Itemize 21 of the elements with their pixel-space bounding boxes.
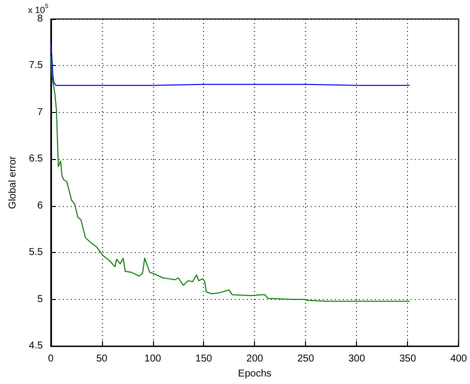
- x-tick-label: 100: [144, 354, 162, 365]
- y-axis-title: Global error: [8, 155, 18, 209]
- x-axis-title: Epochs: [238, 368, 272, 380]
- y-tick-label: 7: [37, 106, 44, 118]
- y-tick-label: 6.5: [28, 154, 44, 165]
- x-tick-label: 350: [399, 354, 416, 365]
- y-tick-label: 8: [37, 14, 44, 24]
- x-tick-label: 150: [195, 354, 213, 365]
- x-tick-label: 400: [450, 354, 468, 365]
- line-series: [50, 56, 410, 302]
- x-tick-label: 200: [246, 354, 264, 365]
- y-tick-label: 6: [37, 200, 44, 212]
- y-tick-label: 5.5: [28, 247, 44, 258]
- x-tick-label: 250: [297, 354, 314, 365]
- x-tick-label: 50: [96, 354, 108, 365]
- y-tick-label: 5: [37, 294, 44, 305]
- y-tick-label: 7.5: [28, 60, 44, 72]
- y-tick-label: 4.5: [28, 340, 44, 352]
- x-tick-label: 300: [348, 354, 366, 365]
- line-series: [50, 42, 410, 86]
- x-tick-label: 0: [48, 354, 54, 365]
